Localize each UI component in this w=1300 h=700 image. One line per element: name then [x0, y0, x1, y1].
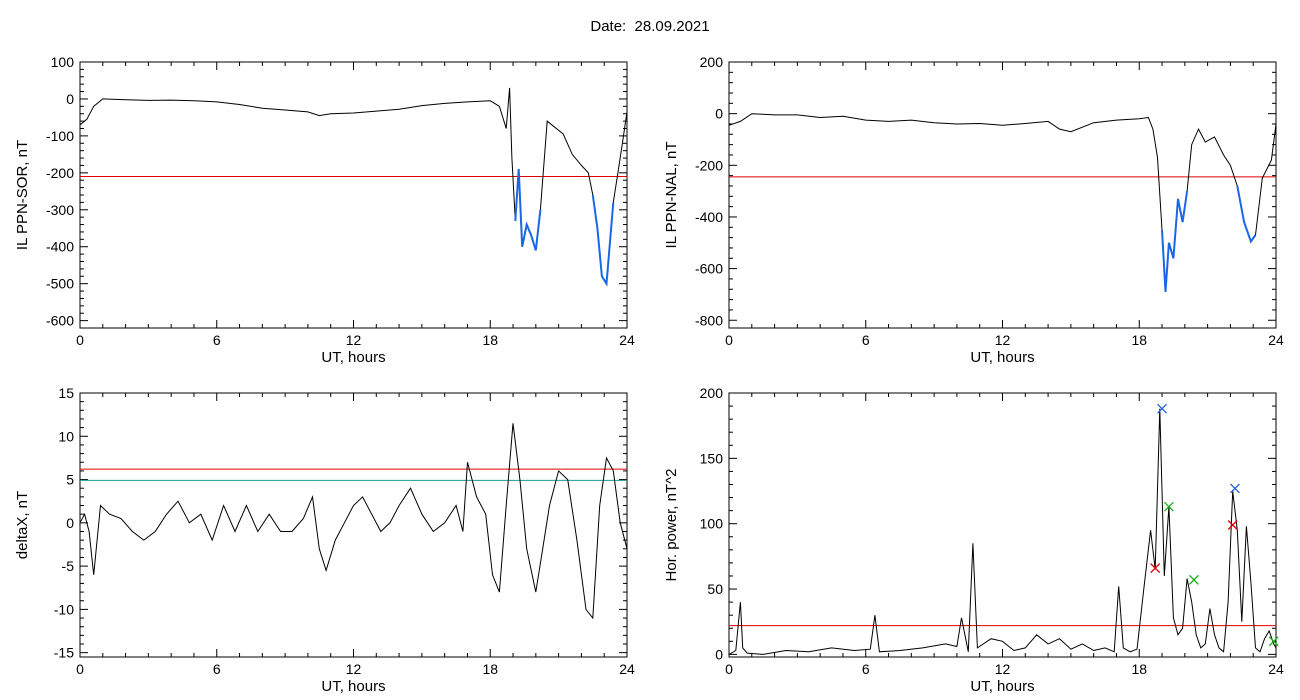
- y-tick-label: -400: [46, 239, 74, 255]
- y-tick-label: -500: [46, 276, 74, 292]
- y-tick-label: 5: [66, 472, 74, 488]
- highlight-segment: [1161, 190, 1189, 292]
- highlight-segment: [591, 194, 615, 287]
- x-tick-label: 24: [1268, 661, 1284, 677]
- peak-marker: [1188, 574, 1199, 585]
- y-tick-label: -10: [54, 601, 74, 617]
- y-tick-label: 0: [66, 91, 74, 107]
- x-tick-label: 12: [995, 661, 1011, 677]
- x-tick-label: 0: [725, 332, 733, 348]
- peak-marker-stroke: [1188, 574, 1199, 585]
- y-tick-label: 100: [51, 54, 75, 70]
- y-tick-label: -600: [695, 261, 723, 277]
- x-tick-label: 0: [76, 332, 84, 348]
- series-line: [79, 87, 628, 286]
- plot-frame: [728, 61, 1277, 329]
- x-axis-label: UT, hours: [321, 349, 385, 366]
- x-tick-label: 12: [346, 661, 362, 677]
- figure-title: Date: 28.09.2021: [590, 18, 710, 35]
- x-tick-label: 24: [619, 332, 635, 348]
- x-tick-label: 6: [862, 661, 870, 677]
- series-line: [728, 113, 1277, 292]
- plot-frame: [79, 392, 628, 658]
- x-tick-label: 18: [482, 332, 498, 348]
- y-tick-label: -200: [46, 165, 74, 181]
- x-tick-label: 24: [1268, 332, 1284, 348]
- peak-marker-stroke: [1230, 483, 1240, 494]
- x-tick-label: 6: [862, 332, 870, 348]
- panel-hor-power: 0 6 12 18 24 0 50 100 150 200 UT, hours Hor. power,…: [663, 385, 1284, 695]
- x-tick-label: 12: [346, 332, 362, 348]
- peak-marker-stroke: [1157, 403, 1168, 414]
- x-axis-label: UT, hours: [970, 678, 1034, 695]
- panel-ppn-nal: 0 6 12 18 24 200 0 -200 -400 -600 -800 UT, hours IL …: [663, 54, 1284, 366]
- y-tick-label: -300: [46, 202, 74, 218]
- y-tick-label: -600: [46, 313, 74, 329]
- y-axis-label: deltaX, nT: [14, 491, 31, 559]
- x-tick-label: 18: [1131, 661, 1147, 677]
- x-tick-label: 0: [76, 661, 84, 677]
- x-tick-label: 0: [725, 661, 733, 677]
- peak-marker-stroke: [1227, 520, 1238, 530]
- peak-marker: [1163, 501, 1174, 512]
- y-tick-label: 10: [58, 428, 74, 444]
- peak-marker: [1230, 483, 1240, 494]
- y-tick-label: 150: [700, 450, 724, 466]
- x-axis-label: UT, hours: [321, 678, 385, 695]
- highlight-segment: [514, 169, 542, 251]
- y-tick-label: 200: [700, 385, 724, 401]
- x-axis-label: UT, hours: [970, 349, 1034, 366]
- y-tick-label: 200: [700, 54, 724, 70]
- y-tick-label: 100: [700, 516, 724, 532]
- y-tick-label: -200: [695, 157, 723, 173]
- y-tick-label: -15: [54, 645, 74, 661]
- peak-marker-stroke: [1163, 501, 1174, 512]
- y-axis-label: IL PPN-SOR, nT: [14, 140, 31, 250]
- y-tick-label: -100: [46, 128, 74, 144]
- x-tick-label: 24: [619, 661, 635, 677]
- y-tick-label: -800: [695, 312, 723, 328]
- peak-marker: [1227, 520, 1238, 530]
- peak-marker: [1150, 563, 1161, 574]
- panel-deltax: 0 6 12 18 24 15 10 5 0 -5 -10 -15 UT, hours deltaX, n…: [14, 385, 635, 695]
- x-tick-label: 18: [482, 661, 498, 677]
- y-axis-label: IL PPN-NAL, nT: [663, 142, 680, 249]
- x-tick-label: 6: [213, 332, 221, 348]
- series-line: [728, 408, 1277, 655]
- peak-marker-stroke: [1150, 563, 1161, 574]
- x-tick-label: 12: [995, 332, 1011, 348]
- highlight-segment: [1236, 185, 1257, 244]
- y-tick-label: 0: [715, 106, 723, 122]
- series-line: [79, 423, 628, 620]
- y-tick-label: 15: [58, 385, 74, 401]
- x-tick-label: 18: [1131, 332, 1147, 348]
- y-tick-label: -400: [695, 209, 723, 225]
- peak-marker: [1157, 403, 1168, 414]
- y-tick-label: 0: [66, 515, 74, 531]
- panel-ppn-sor: 0 6 12 18 24 100 0 -100 -200 -300 -400 -500 -600 UT, …: [14, 54, 635, 366]
- x-tick-label: 6: [213, 661, 221, 677]
- y-tick-label: -5: [62, 558, 75, 574]
- y-axis-label: Hor. power, nT^2: [663, 469, 680, 582]
- y-tick-label: 50: [707, 581, 723, 597]
- plot-frame: [79, 61, 628, 329]
- peak-marker-stroke: [1268, 636, 1279, 647]
- y-tick-label: 0: [715, 646, 723, 662]
- peak-marker: [1268, 636, 1279, 647]
